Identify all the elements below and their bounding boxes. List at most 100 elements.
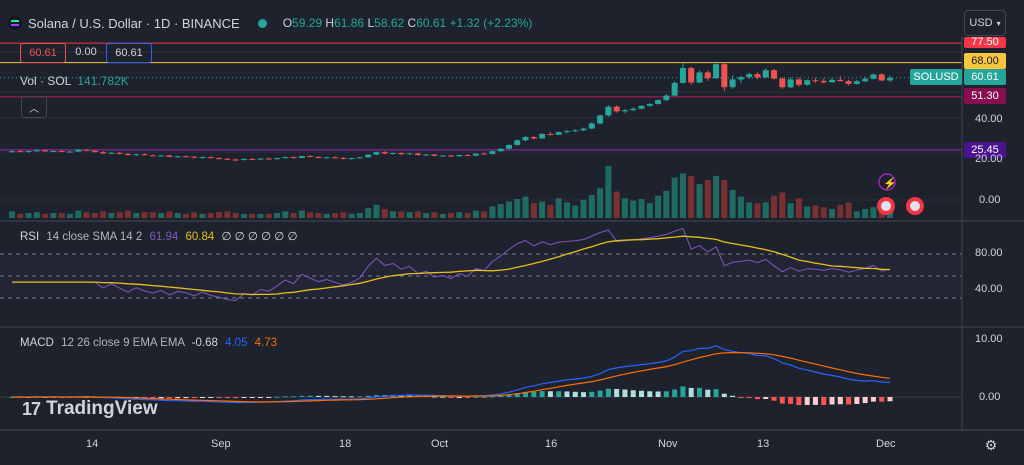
candle-body — [431, 154, 438, 156]
collapse-legend-button[interactable]: ︿ — [21, 96, 47, 118]
macd-histogram-bar — [622, 389, 628, 397]
volume-bar — [522, 196, 529, 218]
macd-histogram-bar — [448, 397, 454, 398]
volume-bar — [75, 210, 82, 218]
volume-legend[interactable]: Vol · SOL 141.782K — [20, 74, 129, 88]
candle-body — [812, 80, 819, 82]
macd-histogram-bar — [398, 395, 404, 397]
macd-histogram-bar — [224, 397, 230, 399]
macd-histogram-bar — [332, 396, 338, 398]
tradingview-logo[interactable]: 17 TradingView — [22, 398, 158, 419]
symbol-title[interactable]: Solana / U.S. Dollar · 1D · BINANCE — [28, 15, 240, 31]
volume-bar — [133, 213, 140, 218]
buy-button[interactable]: 60.61 — [106, 43, 152, 63]
macd-histogram-bar — [796, 397, 802, 406]
volume-bar — [613, 191, 620, 218]
macd-histogram-bar — [589, 391, 595, 397]
macd-histogram-bar — [581, 392, 587, 397]
price-tag-top[interactable]: 77.50 — [964, 37, 1006, 48]
volume-bar — [539, 201, 546, 218]
macd-histogram-bar — [713, 389, 719, 397]
volume-bar — [414, 211, 421, 218]
candle-body — [42, 150, 49, 152]
volume-bar — [530, 203, 537, 218]
currency-button[interactable]: USD ▾ — [964, 10, 1006, 36]
ohlc-readout: O59.29 H61.86 L58.62 C60.61 +1.32 (+2.23… — [282, 16, 533, 30]
volume-bar — [315, 213, 322, 218]
macd-legend[interactable]: MACD 12 26 close 9 EMA EMA -0.68 4.05 4.… — [20, 337, 278, 349]
macd-histogram-bar — [846, 397, 852, 405]
volume-bar — [224, 211, 231, 218]
candle-body — [646, 104, 653, 106]
macd-histogram-bar — [763, 397, 769, 400]
time-axis-label: 16 — [545, 438, 558, 450]
macd-histogram-bar — [639, 390, 645, 397]
volume-bar — [356, 213, 363, 218]
volume-bar — [50, 213, 57, 218]
candle-body — [613, 106, 620, 112]
sell-button[interactable]: 60.61 — [20, 43, 66, 63]
macd-histogram-bar — [191, 397, 197, 399]
macd-histogram-bar — [340, 396, 346, 398]
candle-body — [845, 81, 852, 84]
volume-bar — [240, 213, 247, 218]
volume-bar — [481, 211, 488, 218]
volume-bar — [779, 192, 786, 218]
chevron-down-icon: ▾ — [996, 18, 1001, 28]
candle-body — [771, 70, 778, 79]
candle-body — [456, 155, 463, 157]
candle-body — [381, 152, 388, 154]
candle-body — [33, 150, 40, 152]
volume-bar — [423, 213, 430, 218]
last-price-tag[interactable]: 60.61 — [964, 69, 1006, 85]
volume-bar — [713, 175, 720, 218]
spread-value: 0.00 — [75, 46, 97, 58]
volume-bar — [646, 203, 653, 218]
volume-bar — [547, 204, 554, 218]
volume-bar — [853, 211, 860, 218]
volume-bar — [158, 213, 165, 218]
time-axis-label: 14 — [86, 438, 99, 450]
candle-body — [365, 154, 372, 158]
volume-bar — [398, 211, 405, 218]
candle-body — [166, 155, 173, 157]
macd-histogram-bar — [655, 391, 661, 397]
macd-histogram-bar — [672, 389, 678, 397]
rsi-line — [12, 227, 891, 302]
volume-bar — [605, 166, 612, 218]
candle-body — [605, 106, 612, 116]
resistance-tag[interactable]: 68.00 — [964, 53, 1006, 69]
macd-histogram-bar — [556, 391, 562, 397]
candle-body — [655, 100, 662, 105]
support-tag-2[interactable]: 25.45 — [964, 142, 1006, 158]
volume-bar — [66, 213, 73, 218]
volume-bar — [116, 212, 123, 218]
candle-body — [630, 108, 637, 111]
volume-bar — [771, 195, 778, 218]
candle-body — [274, 158, 281, 160]
symbol-tag[interactable]: SOLUSD — [910, 69, 962, 85]
settings-gear-icon[interactable]: ⚙ — [984, 436, 998, 453]
candle-body — [66, 151, 73, 153]
solana-icon — [8, 16, 22, 30]
candle-body — [290, 157, 297, 159]
symbol-header[interactable]: Solana / U.S. Dollar · 1D · BINANCE O59.… — [8, 13, 532, 33]
volume-bar — [638, 199, 645, 218]
volume-bar — [199, 213, 206, 218]
time-axis-label: 18 — [339, 438, 352, 450]
candle-body — [514, 140, 521, 146]
candle-body — [688, 67, 695, 83]
macd-histogram-bar — [481, 396, 487, 398]
us-flag-center — [910, 201, 920, 211]
rsi-legend[interactable]: RSI 14 close SMA 14 2 61.94 60.84 ∅ ∅ ∅ … — [20, 231, 298, 243]
volume-bar — [555, 198, 562, 218]
market-status-dot[interactable] — [257, 18, 267, 28]
macd-histogram-bar — [688, 387, 694, 397]
volume-bar — [58, 213, 65, 218]
support-tag-1[interactable]: 51.30 — [964, 88, 1006, 104]
volume-bar — [812, 205, 819, 218]
macd-histogram-bar — [274, 396, 280, 398]
volume-bar — [323, 213, 330, 218]
macd-histogram-bar — [257, 397, 263, 398]
